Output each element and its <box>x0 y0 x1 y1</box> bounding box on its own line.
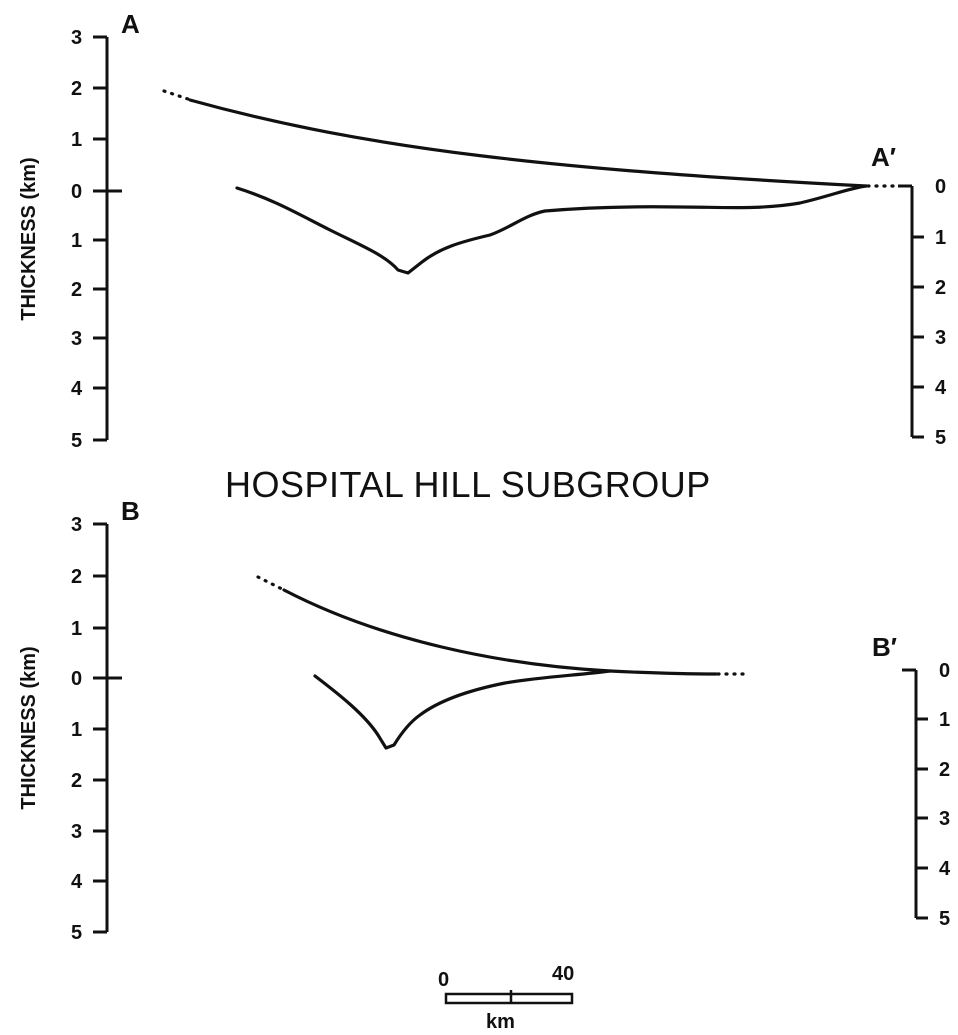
tick-label: 0 <box>71 668 82 690</box>
left-ticks-a <box>93 35 122 442</box>
upper-curve-dotted-end-b <box>256 575 284 591</box>
panel-label-a: A <box>121 9 140 39</box>
upper-thickness-curve-b <box>282 588 718 676</box>
tick-label: 2 <box>71 279 82 301</box>
tick-label: 3 <box>71 514 82 536</box>
panel-label-b-prime: B′ <box>872 632 897 662</box>
y-axis-title-b: THICKNESS (km) <box>18 646 40 809</box>
scale-end-label: 40 <box>552 963 574 985</box>
tick-label: 3 <box>71 27 82 49</box>
tick-label: 5 <box>71 922 82 944</box>
right-tick-labels-b: 0 1 2 3 4 5 <box>939 660 951 930</box>
scale-start-label: 0 <box>438 969 449 991</box>
right-tick-labels-a: 0 1 2 3 4 5 <box>935 176 947 449</box>
tick-label: 3 <box>935 327 946 349</box>
tick-label: 0 <box>71 181 82 203</box>
tick-label: 4 <box>935 377 947 399</box>
panel-label-a-prime: A′ <box>871 142 896 172</box>
tick-label: 2 <box>71 770 82 792</box>
tick-label: 4 <box>71 871 83 893</box>
tick-label: 2 <box>71 566 82 588</box>
left-tick-labels-a: 3 2 1 0 1 2 3 4 5 <box>71 27 83 452</box>
tick-label: 0 <box>935 176 946 198</box>
left-tick-labels-b: 3 2 1 0 1 2 3 4 5 <box>71 514 83 944</box>
panel-label-b: B <box>121 496 140 526</box>
tick-label: 5 <box>939 908 950 930</box>
tick-label: 5 <box>71 430 82 452</box>
upper-curve-dotted-end-a <box>162 89 190 101</box>
tick-label: 1 <box>939 709 950 731</box>
tick-label: 4 <box>939 858 951 880</box>
tick-label: 1 <box>71 230 82 252</box>
upper-thickness-curve-a <box>188 98 868 188</box>
lower-thickness-curve-b <box>313 669 612 750</box>
tick-label: 3 <box>939 808 950 830</box>
tick-label: 1 <box>71 719 82 741</box>
lower-thickness-curve-a <box>235 184 868 275</box>
tick-label: 1 <box>71 129 82 151</box>
tick-label: 3 <box>71 821 82 843</box>
scale-bar: 0 40 km <box>438 963 574 1033</box>
tick-label: 2 <box>71 78 82 100</box>
right-ticks-a <box>898 184 924 439</box>
scale-bar-rect <box>444 992 574 1005</box>
tick-label: 1 <box>71 618 82 640</box>
tick-label: 3 <box>71 328 82 350</box>
tick-label: 2 <box>935 277 946 299</box>
figure-title: HOSPITAL HILL SUBGROUP <box>225 464 711 505</box>
panel-a: A A′ 3 2 1 0 1 2 3 4 5 THICKNESS (km) <box>18 9 947 452</box>
scale-unit-label: km <box>486 1011 515 1033</box>
y-axis-title-a: THICKNESS (km) <box>18 157 40 320</box>
tick-label: 4 <box>71 378 83 400</box>
panel-b: B B′ 3 2 1 0 1 2 3 4 5 THICKNESS (km) <box>18 496 951 944</box>
tick-label: 1 <box>935 227 946 249</box>
left-ticks-b <box>93 522 122 934</box>
tick-label: 2 <box>939 759 950 781</box>
right-ticks-b <box>902 668 928 920</box>
tick-label: 0 <box>939 660 950 682</box>
tick-label: 5 <box>935 427 946 449</box>
